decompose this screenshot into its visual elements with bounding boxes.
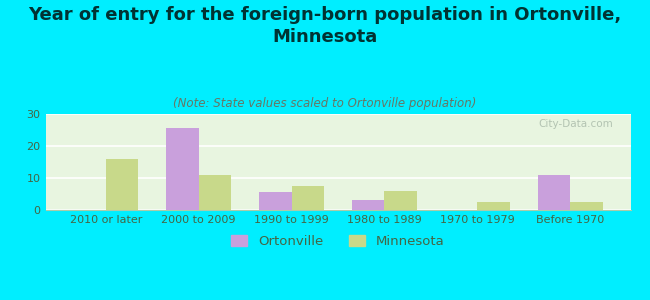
Bar xyxy=(352,200,384,210)
Bar xyxy=(166,128,199,210)
Bar xyxy=(477,202,510,210)
Text: (Note: State values scaled to Ortonville population): (Note: State values scaled to Ortonville… xyxy=(174,97,476,110)
Bar xyxy=(106,159,138,210)
Bar xyxy=(570,202,603,210)
Text: City-Data.com: City-Data.com xyxy=(538,119,613,129)
Bar xyxy=(384,191,417,210)
Bar xyxy=(538,175,570,210)
Bar xyxy=(259,192,292,210)
Bar xyxy=(292,186,324,210)
Legend: Ortonville, Minnesota: Ortonville, Minnesota xyxy=(226,229,450,253)
Bar xyxy=(199,175,231,210)
Text: Year of entry for the foreign-born population in Ortonville,
Minnesota: Year of entry for the foreign-born popul… xyxy=(29,6,621,46)
